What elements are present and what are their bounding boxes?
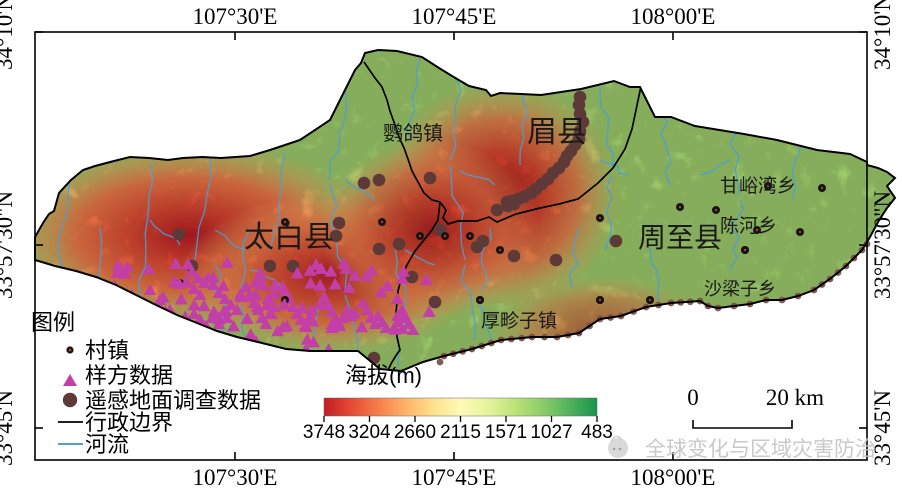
svg-text:全球变化与区域灾害防治: 全球变化与区域灾害防治 [645,438,876,461]
svg-text:20 km: 20 km [766,385,824,410]
svg-text:眉县: 眉县 [527,116,587,149]
svg-text:3204: 3204 [348,422,391,443]
svg-text:34°10'N: 34°10'N [0,0,17,70]
svg-text:33°45'N: 33°45'N [0,390,17,466]
svg-text:鹦鸽镇: 鹦鸽镇 [383,122,443,145]
svg-text:样方数据: 样方数据 [85,363,173,388]
svg-text:太白县: 太白县 [244,221,334,254]
svg-text:108°00'E: 108°00'E [631,465,716,490]
svg-text:0: 0 [687,385,699,410]
svg-text:107°45'E: 107°45'E [412,4,497,29]
svg-text:33°57'30"N: 33°57'30"N [870,190,895,299]
svg-text:483: 483 [581,422,613,443]
svg-text:沙梁子乡: 沙梁子乡 [704,279,776,299]
svg-text:陈河乡: 陈河乡 [720,215,777,237]
svg-text:1571: 1571 [485,422,527,443]
svg-text:甘峪湾乡: 甘峪湾乡 [720,175,796,197]
svg-text:2115: 2115 [440,422,481,443]
svg-text:107°45'E: 107°45'E [412,465,497,490]
svg-text:厚畛子镇: 厚畛子镇 [481,310,557,332]
svg-text:107°30'E: 107°30'E [193,465,278,490]
svg-text:1027: 1027 [530,422,572,443]
svg-text:村镇: 村镇 [85,338,129,363]
svg-text:3748: 3748 [303,422,345,443]
svg-text:图例: 图例 [31,310,75,335]
svg-text:2660: 2660 [394,422,436,443]
svg-text:周至县: 周至县 [638,222,722,253]
svg-text:107°30'E: 107°30'E [193,4,278,29]
svg-text:108°00'E: 108°00'E [631,4,716,29]
svg-text:34°10'N: 34°10'N [870,0,895,70]
svg-text:33°57'30"N: 33°57'30"N [0,190,17,299]
svg-text:河流: 河流 [85,432,129,457]
svg-text:海拔(m): 海拔(m) [345,363,422,388]
